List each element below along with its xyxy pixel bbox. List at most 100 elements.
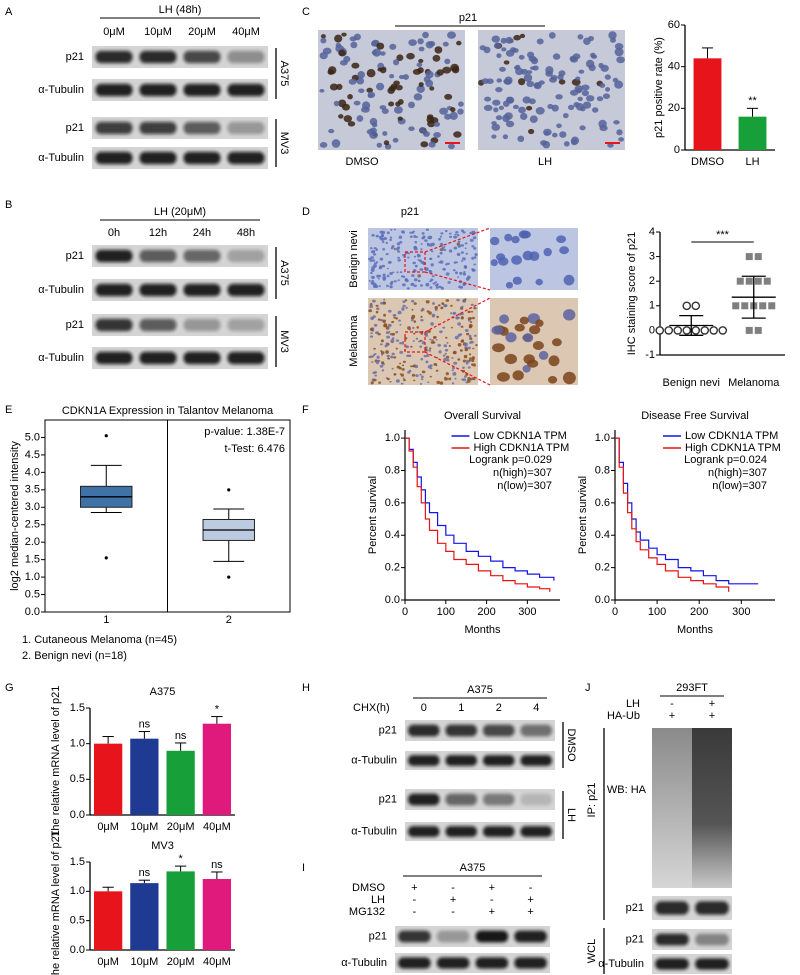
cell-nucleus	[431, 250, 434, 253]
cell-nucleus	[393, 374, 396, 376]
cell-nucleus	[378, 266, 382, 270]
blot-title: LH (20μM)	[154, 206, 206, 218]
cell-nucleus	[413, 93, 423, 101]
cell-nucleus	[449, 232, 452, 235]
lane-label: 4	[533, 702, 539, 714]
cell-nucleus	[367, 91, 376, 98]
blot-band	[183, 283, 221, 297]
y-tick-label: 40	[668, 61, 680, 73]
cell-nucleus	[374, 353, 377, 355]
cell-nucleus	[387, 323, 392, 328]
cell-nucleus	[376, 307, 380, 311]
cell-nucleus	[372, 259, 376, 262]
cell-nucleus	[410, 365, 413, 368]
cell-nucleus	[503, 100, 510, 107]
cell-nucleus	[496, 78, 503, 83]
cell-nucleus	[452, 350, 457, 355]
y-tick-label: 1.5	[70, 856, 85, 868]
cell-nucleus	[434, 281, 437, 284]
cell-nucleus	[426, 114, 434, 120]
cell-nucleus	[381, 369, 385, 372]
cell-nucleus	[568, 104, 575, 111]
treatment-label: HA-Ub	[607, 710, 640, 722]
y-tick-label: 1.0	[25, 571, 40, 583]
cell-nucleus	[433, 132, 441, 138]
cell-nucleus	[413, 320, 417, 323]
cell-nucleus	[432, 282, 436, 285]
cell-nucleus	[391, 367, 394, 370]
cell-nucleus	[424, 239, 428, 242]
cell-nucleus	[558, 79, 566, 85]
blot-band	[398, 957, 431, 969]
blot-row-label: α-Tubulin	[341, 957, 387, 969]
treatment-sign: -	[490, 894, 494, 906]
cell-nucleus	[368, 279, 371, 282]
cell-nucleus	[445, 372, 449, 376]
blot-band	[520, 793, 552, 806]
cell-nucleus	[420, 243, 423, 245]
cell-nucleus	[550, 75, 558, 81]
cell-nucleus	[425, 360, 429, 364]
annotation: n(high)=307	[708, 467, 767, 479]
cell-nucleus	[467, 310, 471, 314]
blot-band	[483, 793, 515, 806]
cell-nucleus	[514, 65, 520, 70]
x-tick-label: 0μM	[97, 956, 119, 968]
cell-nucleus	[369, 131, 378, 139]
cell-nucleus	[453, 246, 458, 250]
cell-nucleus	[380, 301, 384, 305]
cell-nucleus	[614, 43, 624, 50]
cell-nucleus	[526, 80, 535, 88]
cell-nucleus	[322, 47, 332, 55]
cell-nucleus	[428, 311, 432, 315]
cell-nucleus	[410, 316, 415, 320]
y-tick-label: 0.6	[595, 497, 610, 509]
cell-nucleus	[385, 342, 389, 346]
cell-nucleus	[536, 38, 544, 45]
cell-nucleus	[442, 267, 446, 271]
cell-nucleus	[473, 263, 477, 266]
x-tick-label: 100	[648, 606, 666, 618]
cell-nucleus	[402, 377, 405, 380]
cell-nucleus	[538, 350, 549, 360]
cell-nucleus	[348, 78, 357, 85]
cell-nucleus	[351, 62, 360, 69]
cell-nucleus	[551, 104, 559, 112]
cell-nucleus	[370, 332, 373, 335]
cell-nucleus	[576, 87, 582, 94]
cell-nucleus	[413, 284, 417, 288]
cell-nucleus	[452, 311, 457, 315]
cell-nucleus	[444, 352, 447, 355]
cell-nucleus	[431, 313, 436, 317]
cell-nucleus	[397, 310, 402, 315]
lane-label: 0h	[108, 227, 120, 239]
panel-label: C	[302, 6, 310, 18]
blot-row-label: α-Tubulin	[38, 284, 84, 296]
cell-nucleus	[577, 96, 583, 102]
cell-nucleus	[467, 317, 472, 321]
blot-band	[408, 793, 440, 806]
cell-nucleus	[398, 319, 401, 322]
outlier	[104, 556, 108, 560]
x-tick-label: 0	[402, 606, 408, 618]
blot-band	[475, 957, 509, 969]
cell-nucleus	[518, 78, 526, 86]
cell-nucleus	[412, 68, 422, 75]
cell-nucleus	[379, 364, 384, 368]
x-tick-label: DMSO	[691, 156, 724, 168]
blot-band	[139, 283, 177, 297]
cell-nucleus	[440, 232, 444, 235]
cell-nucleus	[498, 105, 504, 110]
cell-nucleus	[370, 256, 374, 260]
data-point	[718, 326, 728, 335]
cell-nucleus	[407, 252, 411, 255]
cell-nucleus	[444, 377, 448, 381]
cell-nucleus	[449, 111, 458, 120]
blot-strip	[92, 245, 268, 267]
cell-nucleus	[468, 334, 472, 338]
lane-label: 0μM	[103, 26, 125, 38]
blot-band	[695, 901, 729, 915]
cell-nucleus	[440, 286, 444, 290]
cell-nucleus	[562, 113, 569, 119]
cell-nucleus	[390, 282, 393, 286]
